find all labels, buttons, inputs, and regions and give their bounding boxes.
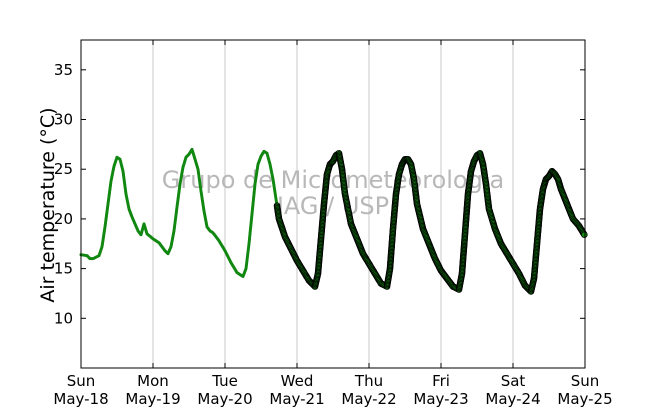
y-axis: 10 15 20 25 30 35	[54, 61, 585, 327]
x-tick-label-date: May-18	[53, 390, 108, 408]
x-axis: SunMay-18MonMay-19TueMay-20WedMay-21ThuM…	[53, 40, 613, 408]
watermark-line-2: IAG / USP	[277, 192, 389, 220]
y-tick-label: 20	[54, 210, 73, 228]
y-tick-label: 10	[54, 309, 73, 327]
x-tick-label-day: Sun	[571, 372, 600, 390]
y-tick-label: 15	[54, 260, 73, 278]
x-tick-label-date: May-24	[485, 390, 540, 408]
x-tick-label-day: Sat	[501, 372, 526, 390]
x-tick-label-date: May-20	[197, 390, 252, 408]
y-tick-label: 25	[54, 160, 73, 178]
y-axis-label: Air temperature (°C)	[37, 107, 59, 302]
data-point	[581, 231, 588, 239]
plot-frame	[80, 39, 586, 369]
vertical-grid	[152, 40, 514, 368]
x-tick-label-date: May-19	[125, 390, 180, 408]
x-tick-label-day: Thu	[354, 372, 383, 390]
y-tick-label: 30	[54, 111, 73, 129]
watermark: Grupo de Micrometeorologia IAG / USP	[162, 166, 504, 220]
x-tick-label-date: May-22	[341, 390, 396, 408]
x-tick-label-day: Wed	[281, 372, 314, 390]
y-tick-label: 35	[54, 61, 73, 79]
x-tick-label-day: Mon	[137, 372, 169, 390]
series-temperature	[79, 147, 588, 295]
watermark-line-1: Grupo de Micrometeorologia	[162, 166, 504, 194]
x-tick-label-date: May-23	[413, 390, 468, 408]
x-tick-label-date: May-25	[557, 390, 612, 408]
plot-background	[81, 40, 585, 368]
x-tick-label-day: Fri	[432, 372, 450, 390]
x-tick-label-day: Sun	[67, 372, 96, 390]
x-tick-label-day: Tue	[211, 372, 238, 390]
x-tick-label-date: May-21	[269, 390, 324, 408]
